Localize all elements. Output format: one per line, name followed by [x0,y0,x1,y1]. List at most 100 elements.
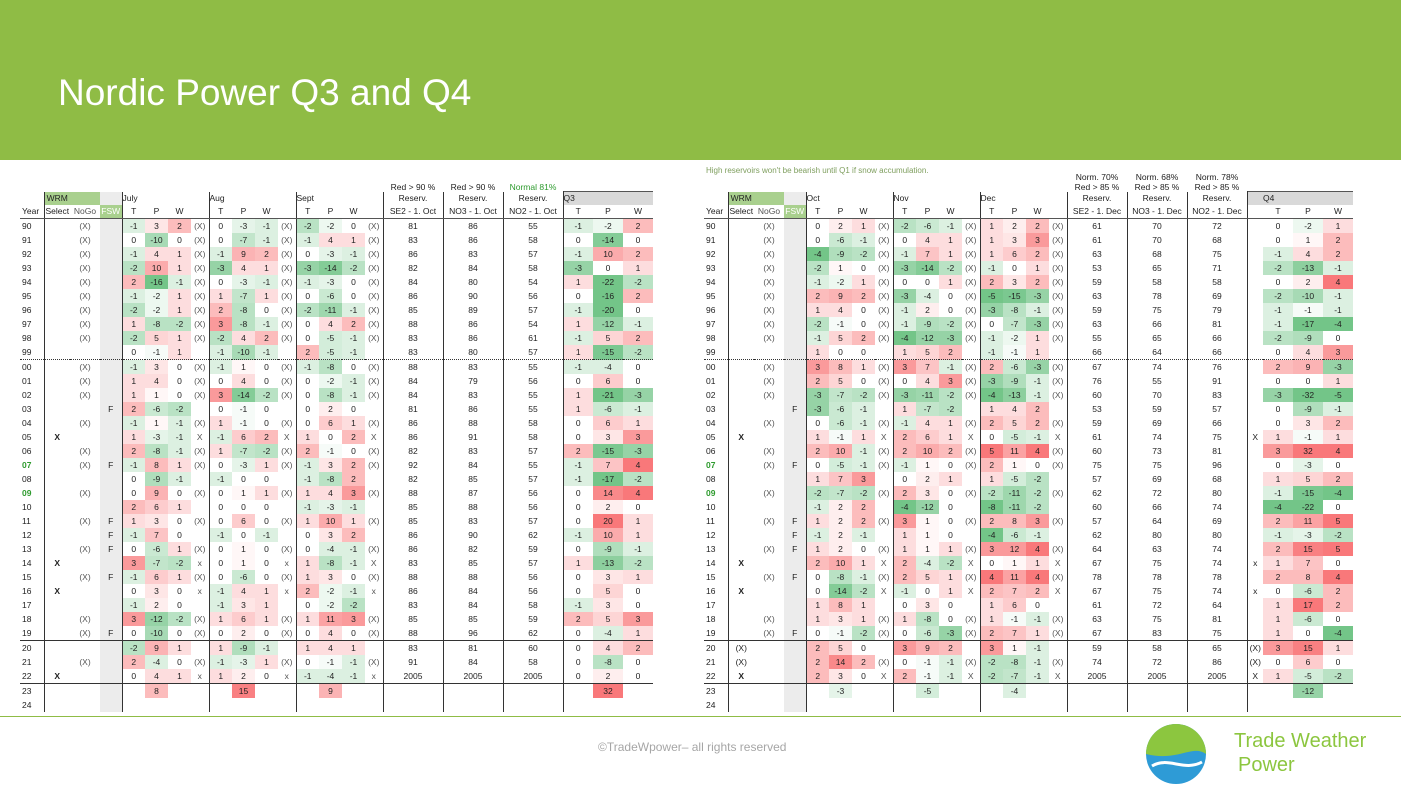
column-label: P [240,206,247,216]
cell: (X) [962,486,981,500]
cell-value: 2 [815,643,821,653]
cell-value: X [738,671,745,681]
cell: 91 [1187,374,1248,388]
cell: 57 [1067,472,1128,486]
cell: -1 [893,584,916,598]
cell-value: 0 [1012,263,1017,273]
cell [727,514,754,528]
cell-value: -2 [1033,502,1042,512]
cell-value: 66 [1212,333,1222,343]
cell-value: 63 [1092,614,1102,624]
cell: 83 [443,514,504,528]
cell: 0 [1026,458,1049,472]
cell-value: 84 [408,390,418,400]
cell-value: 0 [218,628,224,638]
cell-value: 4 [328,628,333,638]
norm: Norm. 70% [1075,171,1119,182]
cell: -1 [939,218,962,233]
cell: -1 [296,458,319,472]
cell-value: (X) [1052,376,1064,386]
cell: 59 [1067,416,1128,430]
cell: -1 [806,500,829,514]
cell: 2 [145,598,168,612]
cell [784,275,807,289]
reserv: Reserv. [1082,192,1112,203]
cell-value: X [967,671,974,681]
cell: 2 [623,289,653,303]
table-body: Red > 90 % Red > 90 % Normal 81% WRM July Aug… [20,165,653,712]
cell-value: 57 [528,446,538,456]
cell-value: 0 [575,643,581,653]
cell: F [784,626,807,641]
cell [43,261,70,275]
cell-value: 69 [1212,516,1222,526]
cell-value: -8 [152,319,161,329]
cell-value: 0 [1275,586,1281,596]
cell-value: -1 [1033,671,1042,681]
cell: X [962,556,981,570]
data-row: 96 (X) -2 -2 1 (X) 2 -8 0 (X) -2 -11 -1 (X) 85 89 57 -1 -2… [20,303,653,317]
cell [191,528,210,542]
header-cell [1026,192,1049,206]
cell-value: 0 [605,263,611,273]
cell-value: (X) [79,572,91,582]
cell-value: 56 [528,376,538,386]
cell-value: 82 [408,474,418,484]
cell [70,684,100,699]
cell-value: 1 [351,235,356,245]
cell: 4 [145,374,168,388]
cell: 24 [704,698,728,712]
cell: 88 [443,500,504,514]
header-cell [1293,165,1323,192]
cell-value: 3 [605,432,611,442]
cell: 63 [1127,542,1188,556]
cell-value: -6 [1010,362,1019,372]
cell [100,612,123,626]
cell: -2 [145,289,168,303]
cell-value: -2 [1274,333,1282,343]
cell: (X) [365,655,384,669]
cell-value: 1 [902,530,908,540]
header-cell: NO2 - 1. Oct [503,205,564,219]
cell: 72 [1127,655,1188,669]
cell-value: F [792,628,798,638]
cell-value: 9 [328,686,333,696]
cell: 94 [704,275,728,289]
cell: -1 [209,584,232,598]
cell-value: 87 [468,488,478,498]
cell [1049,402,1068,416]
cell: 0 [255,556,278,570]
cell: -1 [342,500,365,514]
cell: -3 [1263,388,1293,402]
cell-value: (X) [878,263,890,273]
cell [1127,698,1188,712]
cell: -9 [1003,374,1026,388]
cell-value: -9 [604,544,612,554]
cell-value: (X) [878,657,890,667]
cell: -2 [852,584,875,598]
cell: (X) [278,218,297,233]
cell-value: (X) [965,628,977,638]
cell [1247,684,1263,699]
cell-value: 0 [861,319,866,329]
cell [875,472,894,486]
cell: (X) [191,317,210,331]
cell-value: 57 [528,305,538,315]
cell-value: 17 [706,600,716,610]
cell: (X) [365,514,384,528]
cell-value: 2 [1035,586,1040,596]
cell: 64 [1187,598,1248,612]
cell-value: 0 [948,600,953,610]
cell: -2 [1003,331,1026,345]
cell: (X) [278,331,297,345]
cell: 60 [1067,388,1128,402]
cell: 1 [255,584,278,598]
reserv: Reserv. [518,192,548,203]
cell-value: 22 [706,671,716,681]
cell: 1 [1323,640,1353,655]
cell-value: 0 [351,291,356,301]
cell [70,584,100,598]
cell: 2 [255,247,278,261]
cell-value: 83 [408,558,418,568]
cell: (X) [754,289,784,303]
